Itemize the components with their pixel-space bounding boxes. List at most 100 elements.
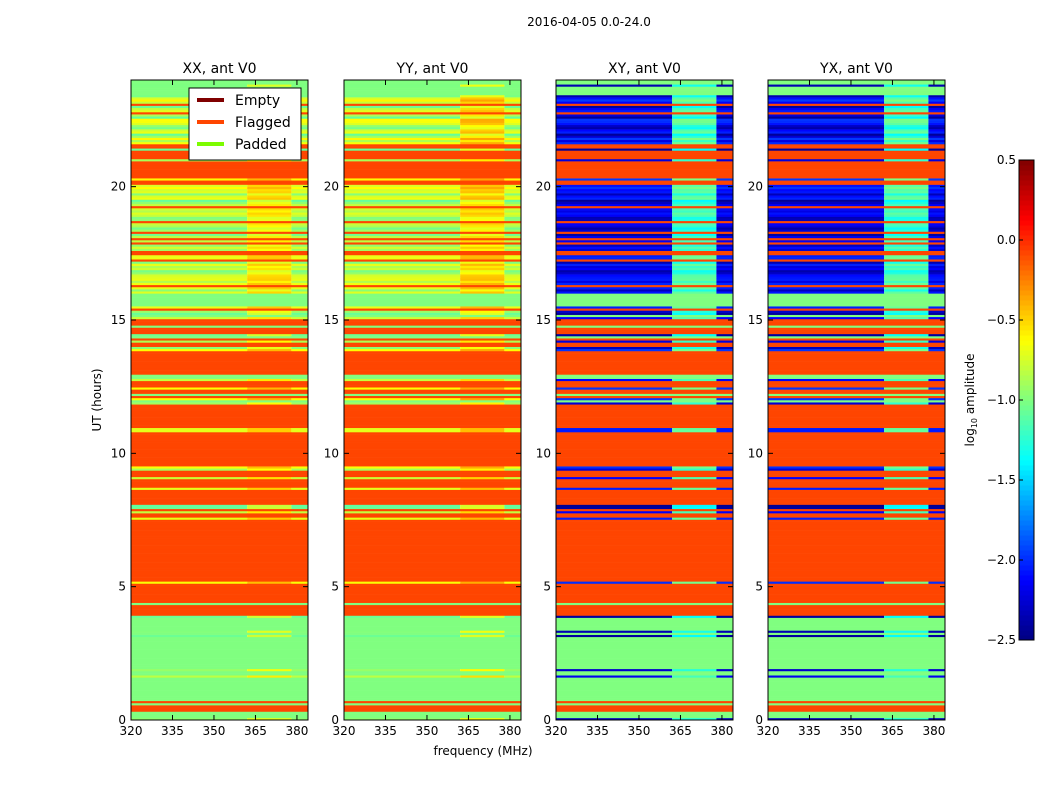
- heatmap-row-padded: [344, 660, 521, 663]
- heatmap-row-padded: [768, 677, 945, 680]
- heatmap-cell: [504, 257, 521, 260]
- heatmap-cell: [768, 240, 885, 243]
- heatmap-row-padded: [131, 683, 308, 687]
- heatmap-row-flagged: [556, 542, 733, 546]
- heatmap-cell: [344, 190, 461, 194]
- heatmap-row-flagged: [768, 385, 945, 388]
- heatmap-cell: [504, 116, 521, 119]
- heatmap-cell: [344, 186, 461, 190]
- heatmap-cell: [884, 289, 929, 292]
- heatmap-cell: [928, 139, 945, 143]
- heatmap-cell: [768, 402, 885, 405]
- heatmap-cell: [344, 197, 461, 200]
- heatmap-row-flagged: [556, 562, 733, 565]
- heatmap-cell: [247, 193, 292, 196]
- y-tick-label: 15: [748, 313, 763, 327]
- heatmap-row-padded: [556, 293, 733, 296]
- heatmap-row-padded: [131, 293, 308, 296]
- heatmap-row-flagged: [344, 440, 521, 443]
- heatmap-row-flagged: [556, 414, 733, 418]
- heatmap-cell: [884, 504, 929, 507]
- heatmap-row-flagged: [556, 709, 733, 712]
- colorbar-segment: [1019, 210, 1034, 216]
- heatmap-row-flagged: [344, 568, 521, 571]
- heatmap-row-padded: [131, 641, 308, 644]
- heatmap-row-flagged: [131, 470, 308, 473]
- heatmap-cell: [884, 506, 929, 510]
- heatmap-cell: [460, 517, 505, 520]
- heatmap-cell: [884, 184, 929, 187]
- heatmap-cell: [884, 158, 929, 162]
- heatmap-row-flagged: [768, 515, 945, 518]
- heatmap-cell: [768, 199, 885, 202]
- heatmap-cell: [672, 118, 717, 121]
- heatmap-row-flagged: [768, 583, 945, 586]
- heatmap-cell: [291, 274, 308, 277]
- heatmap-cell: [504, 468, 521, 471]
- heatmap-row-flagged: [344, 464, 521, 467]
- colorbar-segment: [1019, 455, 1034, 461]
- heatmap-cell: [131, 476, 248, 480]
- heatmap-row-flagged: [344, 436, 521, 439]
- heatmap-cell: [247, 240, 292, 243]
- heatmap-cell: [672, 517, 717, 520]
- heatmap-cell: [672, 178, 717, 181]
- heatmap-row-flagged: [556, 491, 733, 495]
- heatmap-cell: [556, 203, 673, 207]
- heatmap-cell: [716, 278, 733, 281]
- colorbar-segment: [1019, 560, 1034, 566]
- heatmap-row-flagged: [131, 583, 308, 586]
- heatmap-cell: [716, 120, 733, 123]
- heatmap-cell: [291, 517, 308, 520]
- heatmap-cell: [504, 235, 521, 239]
- x-tick-label: 320: [333, 724, 356, 738]
- heatmap-cell: [768, 517, 885, 520]
- heatmap-cell: [460, 286, 505, 290]
- colorbar-segment: [1019, 225, 1034, 231]
- heatmap-row-padded: [131, 621, 308, 625]
- heatmap-row-flagged: [344, 446, 521, 450]
- heatmap-cell: [504, 216, 521, 219]
- heatmap-row-padded: [131, 624, 308, 627]
- heatmap-row-padded: [768, 297, 945, 301]
- heatmap-row-flagged: [556, 572, 733, 576]
- heatmap-row-flagged: [131, 404, 308, 407]
- heatmap-row-flagged: [768, 146, 945, 149]
- heatmap-cell: [884, 468, 929, 471]
- heatmap-row-padded: [556, 662, 733, 665]
- heatmap-cell: [460, 222, 505, 226]
- heatmap-cell: [504, 280, 521, 283]
- heatmap-row-flagged: [344, 154, 521, 158]
- heatmap-row-flagged: [556, 502, 733, 505]
- heatmap-row-flagged: [556, 421, 733, 424]
- heatmap-cell: [556, 118, 673, 121]
- heatmap-row-flagged: [344, 421, 521, 424]
- colorbar-segment: [1019, 305, 1034, 311]
- heatmap-row-flagged: [768, 604, 945, 608]
- heatmap-cell: [556, 263, 673, 266]
- heatmap-cell: [344, 427, 461, 431]
- heatmap-cell: [344, 148, 461, 151]
- colorbar-segment: [1019, 275, 1034, 281]
- heatmap-cell: [131, 199, 248, 202]
- heatmap-cell: [247, 272, 292, 275]
- colorbar-segment: [1019, 280, 1034, 286]
- heatmap-cell: [928, 265, 945, 269]
- heatmap-row-flagged: [131, 408, 308, 411]
- x-tick-label: 365: [881, 724, 904, 738]
- colorbar-tick-label: 0.5: [997, 153, 1016, 167]
- heatmap-row-flagged: [131, 414, 308, 418]
- colorbar-segment: [1019, 550, 1034, 556]
- heatmap-cell: [884, 210, 929, 213]
- heatmap-row-padded: [768, 690, 945, 693]
- heatmap-row-padded: [556, 664, 733, 667]
- heatmap-row-padded: [131, 702, 308, 706]
- heatmap-row-padded: [556, 647, 733, 650]
- heatmap-row-flagged: [556, 423, 733, 426]
- heatmap-cell: [247, 269, 292, 273]
- heatmap-cell: [291, 186, 308, 190]
- heatmap-cell: [247, 214, 292, 217]
- heatmap-row-flagged: [131, 451, 308, 454]
- heatmap-cell: [672, 195, 717, 198]
